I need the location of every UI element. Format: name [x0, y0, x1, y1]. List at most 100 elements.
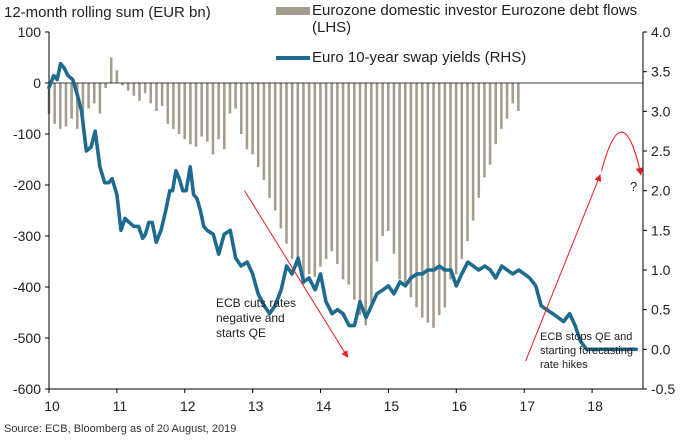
left-tick-label: -600 — [13, 381, 41, 397]
flow-bar — [268, 83, 271, 198]
right-tick-label: 2.0 — [651, 183, 671, 199]
flow-bar — [64, 83, 68, 127]
flow-bar — [206, 83, 209, 142]
axes-layer: 100 0 -100 -200 -300 -400 -500 -600 4.0 3.5 3.0 2.5… — [13, 24, 675, 414]
flow-bar — [228, 83, 232, 114]
flow-bar — [109, 57, 113, 83]
right-tick-label: 2.5 — [651, 143, 671, 159]
source-note: Source: ECB, Bloomberg as of 20 August, … — [4, 423, 237, 435]
x-tick-label: 14 — [316, 398, 332, 414]
flow-bar — [409, 83, 413, 298]
flow-bar — [53, 83, 56, 124]
flow-bar — [87, 83, 90, 109]
line-layer — [47, 61, 639, 352]
x-tick-label: 16 — [452, 398, 468, 414]
flow-bar — [336, 83, 339, 265]
flow-bar — [477, 83, 481, 198]
flow-bar — [245, 83, 249, 150]
flow-bar — [92, 83, 96, 104]
flow-bar — [511, 83, 514, 104]
flow-bar — [285, 83, 288, 244]
flow-bar — [251, 83, 254, 155]
right-tick-label: 0.5 — [651, 302, 671, 318]
flow-bar — [375, 83, 379, 262]
annotation-ecb-stops-qe: ECB stops QE and starting forecasting ra… — [540, 331, 633, 371]
right-tick-label: 0.0 — [651, 341, 671, 357]
flow-bar — [364, 83, 367, 326]
right-tick-label: 3.5 — [651, 64, 671, 80]
flow-bar — [279, 83, 283, 229]
flow-bar — [398, 83, 401, 280]
flow-bar — [324, 83, 328, 259]
arrow-up — [525, 174, 602, 362]
chart-title: 12-month rolling sum (EUR bn) — [4, 4, 211, 21]
x-tick-label: 15 — [384, 398, 400, 414]
flow-bar — [183, 83, 186, 140]
right-tick-label: 4.0 — [651, 24, 671, 40]
flow-bar — [505, 83, 509, 119]
flow-bar — [426, 83, 430, 323]
x-tick-label: 10 — [44, 398, 60, 414]
flow-bar — [160, 83, 164, 106]
flow-bar — [81, 83, 85, 114]
arrows-layer — [244, 131, 644, 362]
flow-bar — [189, 83, 192, 145]
legend-bar-label: Eurozone domestic investor Eurozone debt… — [312, 2, 638, 36]
flow-bar — [302, 83, 305, 285]
flow-bar — [126, 83, 130, 91]
flow-bar — [466, 83, 469, 242]
left-tick-label: -100 — [13, 126, 41, 142]
arrow-curve — [601, 131, 644, 176]
flow-bar — [121, 83, 124, 86]
flow-bar — [290, 83, 294, 259]
legend-line-swatch — [276, 56, 310, 60]
flow-bar — [132, 83, 136, 96]
flow-bar — [353, 83, 356, 300]
x-tick-label: 17 — [519, 398, 535, 414]
flow-bar — [273, 83, 277, 211]
flow-bar — [143, 83, 147, 94]
flow-bar — [437, 83, 441, 316]
left-tick-label: -500 — [13, 330, 41, 346]
flow-bar — [358, 83, 362, 316]
right-tick-label: 1.5 — [651, 222, 671, 238]
flow-bar — [194, 83, 198, 147]
flow-bar — [313, 83, 317, 277]
flow-bar — [319, 83, 322, 267]
flow-bar — [115, 70, 119, 83]
right-tick-label: -0.5 — [651, 381, 675, 397]
flow-bar — [494, 83, 497, 145]
flow-bar — [370, 83, 373, 303]
left-tick-label: -200 — [13, 177, 41, 193]
flow-bar — [138, 83, 141, 101]
flow-bar — [387, 83, 390, 231]
flow-bar — [200, 83, 203, 137]
bars-layer — [47, 57, 520, 328]
flow-bar — [392, 83, 396, 254]
right-tick-label: 3.0 — [651, 103, 671, 119]
left-tick-label: 100 — [18, 24, 42, 40]
legend-bar-swatch — [276, 7, 310, 15]
x-tick-label: 11 — [113, 398, 128, 414]
flow-bar — [211, 83, 215, 155]
flow-bar — [420, 83, 424, 318]
flow-bar — [483, 83, 486, 178]
flow-bar — [341, 83, 345, 280]
flow-bar — [432, 83, 435, 328]
flow-bar — [517, 83, 520, 112]
flow-bar — [454, 83, 458, 275]
flow-bar — [262, 83, 266, 180]
flow-bar — [70, 83, 73, 119]
flow-bar — [347, 83, 350, 285]
flow-bar — [223, 83, 226, 150]
flow-bar — [381, 83, 384, 236]
flow-bar — [166, 83, 170, 124]
flow-bar — [155, 83, 158, 112]
x-tick-label: 12 — [180, 398, 196, 414]
flow-bar — [403, 83, 407, 287]
flow-bar — [460, 83, 464, 259]
flow-bar — [59, 83, 62, 129]
annotation-ecb-cuts: ECB cuts rates negative and starts QE — [216, 296, 297, 340]
arrow-down — [244, 190, 349, 358]
